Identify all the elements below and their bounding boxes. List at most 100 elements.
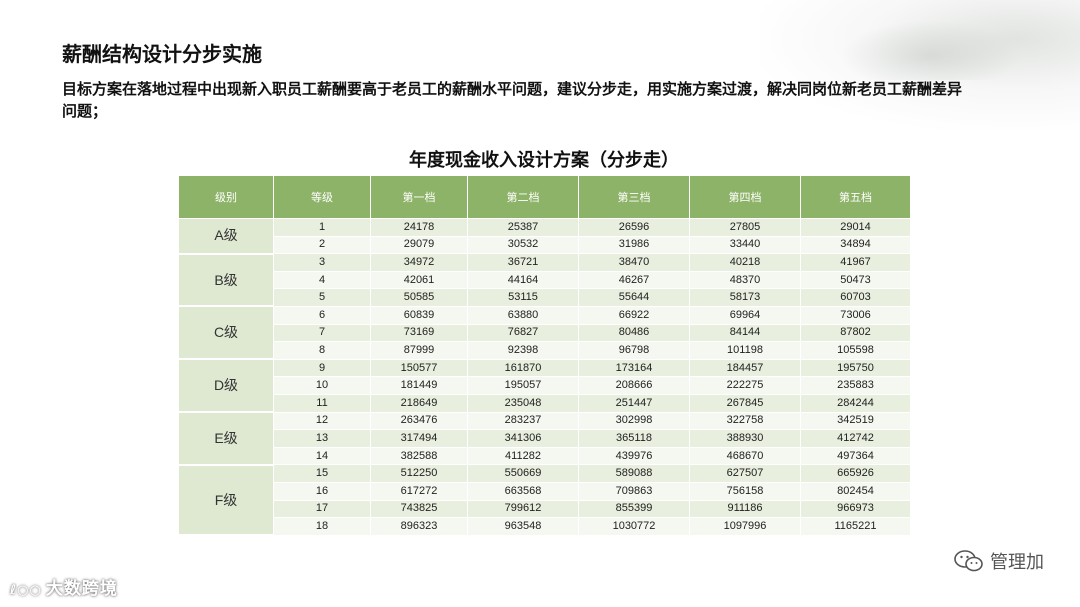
salary-cell: 342519 <box>800 412 911 431</box>
salary-cell: 173164 <box>578 359 690 378</box>
salary-cell: 365118 <box>578 429 690 448</box>
salary-cell: 69964 <box>689 306 801 325</box>
salary-cell: 105598 <box>800 341 911 360</box>
salary-cell: 73169 <box>370 324 468 343</box>
salary-cell: 627507 <box>689 464 801 483</box>
salary-cell: 87999 <box>370 341 468 360</box>
salary-cell: 512250 <box>370 464 468 483</box>
level-cell: 10 <box>273 376 371 395</box>
salary-cell: 388930 <box>689 429 801 448</box>
salary-cell: 26596 <box>578 218 690 237</box>
salary-cell: 50473 <box>800 271 911 290</box>
salary-cell: 896323 <box>370 517 468 536</box>
level-cell: 11 <box>273 394 371 413</box>
salary-cell: 756158 <box>689 482 801 501</box>
page-title: 薪酬结构设计分步实施 <box>62 42 262 66</box>
salary-cell: 218649 <box>370 394 468 413</box>
level-cell: 17 <box>273 500 371 519</box>
brand-logo-icon: ℓ○○ <box>10 583 42 598</box>
salary-cell: 855399 <box>578 500 690 519</box>
salary-cell: 150577 <box>370 359 468 378</box>
table-row: 7 73169 76827 80486 84144 87802 <box>179 324 911 343</box>
salary-cell: 1097996 <box>689 517 801 536</box>
salary-cell: 468670 <box>689 447 801 466</box>
salary-cell: 617272 <box>370 482 468 501</box>
watermark-right-text: 管理加 <box>990 552 1044 573</box>
level-cell: 15 <box>273 464 371 483</box>
level-cell: 8 <box>273 341 371 360</box>
table-header: 级别 等级 第一档 第二档 第三档 第四档 第五档 <box>178 175 911 219</box>
salary-cell: 58173 <box>689 288 801 307</box>
level-cell: 9 <box>273 359 371 378</box>
salary-cell: 181449 <box>370 376 468 395</box>
table-row: D级 9 150577 161870 173164 184457 195750 <box>178 359 911 414</box>
salary-cell: 802454 <box>800 482 911 501</box>
salary-cell: 33440 <box>689 236 801 255</box>
salary-cell: 322758 <box>689 412 801 431</box>
salary-cell: 1030772 <box>578 517 690 536</box>
salary-cell: 36721 <box>467 253 579 272</box>
salary-cell: 799612 <box>467 500 579 519</box>
column-header: 第三档 <box>578 175 690 219</box>
salary-cell: 963548 <box>467 517 579 536</box>
salary-cell: 222275 <box>689 376 801 395</box>
salary-cell: 235883 <box>800 376 911 395</box>
salary-cell: 341306 <box>467 429 579 448</box>
table-row: 16 617272 663568 709863 756158 802454 <box>179 482 911 501</box>
grade-cell: E级 <box>178 412 274 466</box>
salary-cell: 25387 <box>467 218 579 237</box>
salary-cell: 44164 <box>467 271 579 290</box>
salary-cell: 92398 <box>467 341 579 360</box>
column-header: 等级 <box>273 175 371 219</box>
watermark-left-text: 大数跨境 <box>45 579 118 599</box>
salary-cell: 411282 <box>467 447 579 466</box>
salary-cell: 96798 <box>578 341 690 360</box>
salary-cell: 439976 <box>578 447 690 466</box>
salary-cell: 29014 <box>800 218 911 237</box>
salary-cell: 284244 <box>800 394 911 413</box>
table-row: 13 317494 341306 365118 388930 412742 <box>179 429 911 448</box>
table-row: 4 42061 44164 46267 48370 50473 <box>179 271 911 290</box>
salary-cell: 966973 <box>800 500 911 519</box>
salary-cell: 30532 <box>467 236 579 255</box>
background-mist <box>760 0 1080 130</box>
level-cell: 1 <box>273 218 371 237</box>
table-row: C级 6 60839 63880 66922 69964 73006 <box>178 306 911 361</box>
table-row: A级 1 24178 25387 26596 27805 29014 <box>178 218 911 255</box>
salary-cell: 40218 <box>689 253 801 272</box>
salary-cell: 550669 <box>467 464 579 483</box>
salary-cell: 1165221 <box>800 517 911 536</box>
salary-cell: 87802 <box>800 324 911 343</box>
grade-cell: B级 <box>178 253 274 308</box>
salary-cell: 55644 <box>578 288 690 307</box>
grade-cell: D级 <box>178 359 274 414</box>
column-header: 第二档 <box>467 175 579 219</box>
level-cell: 6 <box>273 306 371 325</box>
salary-cell: 743825 <box>370 500 468 519</box>
salary-cell: 161870 <box>467 359 579 378</box>
table-row: B级 3 34972 36721 38470 40218 41967 <box>178 253 911 308</box>
salary-cell: 911186 <box>689 500 801 519</box>
table-row: 18 896323 963548 1030772 1097996 1165221 <box>179 517 911 536</box>
table-row: 2 29079 30532 31986 33440 34894 <box>179 236 911 255</box>
column-header: 第五档 <box>800 175 911 219</box>
level-cell: 18 <box>273 517 371 536</box>
page-subtitle: 目标方案在落地过程中出现新入职员工薪酬要高于老员工的薪酬水平问题，建议分步走，用… <box>62 80 963 120</box>
salary-table: 级别 等级 第一档 第二档 第三档 第四档 第五档 A级 1 24178 25387 26596 27… <box>178 175 911 537</box>
salary-cell: 317494 <box>370 429 468 448</box>
salary-cell: 31986 <box>578 236 690 255</box>
grade-cell: A级 <box>178 218 274 255</box>
salary-cell: 34894 <box>800 236 911 255</box>
table-row: 8 87999 92398 96798 101198 105598 <box>179 341 911 360</box>
salary-cell: 63880 <box>467 306 579 325</box>
salary-cell: 53115 <box>467 288 579 307</box>
table-row: F级 15 512250 550669 589088 627507 665926 <box>178 464 911 537</box>
table-body: A级 1 24178 25387 26596 27805 29014 2 29079 30532 3… <box>178 218 911 537</box>
salary-cell: 80486 <box>578 324 690 343</box>
watermark-right: 管理加 <box>954 548 1044 574</box>
level-cell: 13 <box>273 429 371 448</box>
background-mist-accent <box>840 20 1020 80</box>
salary-cell: 709863 <box>578 482 690 501</box>
salary-cell: 24178 <box>370 218 468 237</box>
table-title: 年度现金收入设计方案（分步走） <box>409 150 679 171</box>
